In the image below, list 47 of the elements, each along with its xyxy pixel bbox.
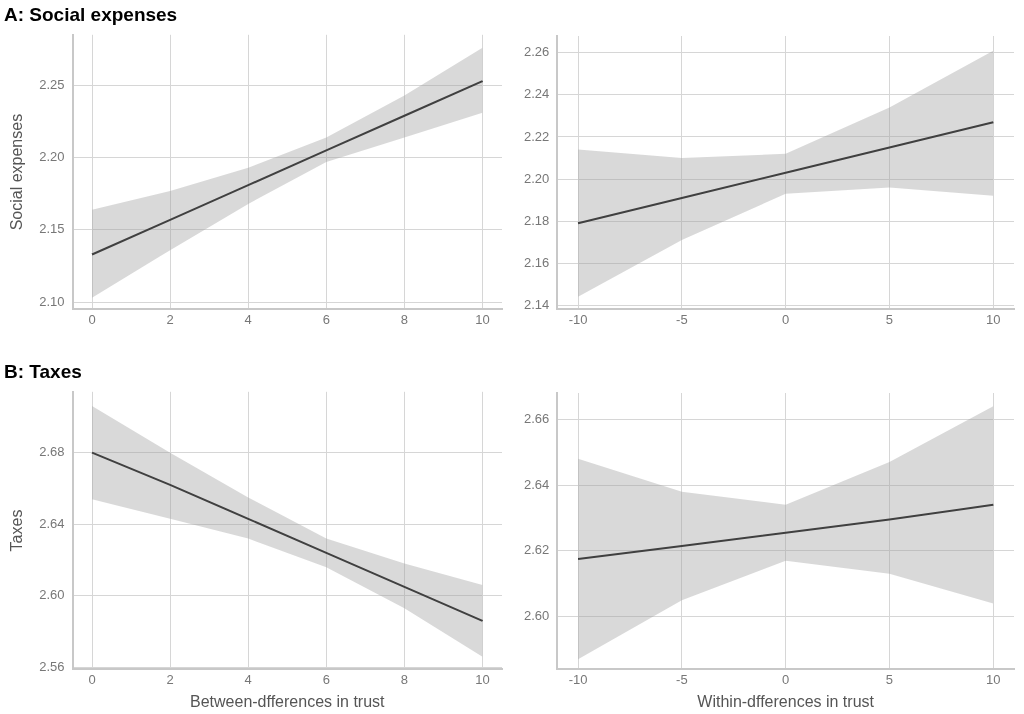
y-axis-title: Social expenses bbox=[8, 113, 26, 231]
x-tick-label: 10 bbox=[475, 671, 490, 687]
x-tick-label: 0 bbox=[782, 311, 790, 327]
y-tick-label: 2.10 bbox=[39, 293, 65, 309]
y-tick-label: 2.20 bbox=[39, 149, 65, 165]
y-tick-label: 2.64 bbox=[39, 515, 65, 531]
chart-title: B: Taxes bbox=[4, 360, 82, 382]
x-tick-label: 5 bbox=[885, 311, 894, 327]
x-tick-label: -10 bbox=[568, 311, 588, 327]
y-tick-label: 2.22 bbox=[523, 128, 550, 144]
x-tick-label: -10 bbox=[568, 671, 588, 687]
x-tick-label: -5 bbox=[676, 671, 688, 687]
x-tick-label: 4 bbox=[244, 311, 252, 327]
x-tick-label: 10 bbox=[986, 671, 1001, 687]
y-tick-label: 2.16 bbox=[523, 254, 550, 270]
x-tick-label: 0 bbox=[782, 671, 790, 687]
y-tick-label: 2.18 bbox=[523, 212, 550, 228]
x-tick-label: 8 bbox=[400, 671, 408, 687]
x-axis-title: Between-dfferences in trust bbox=[190, 692, 386, 710]
y-axis-title: Taxes bbox=[8, 509, 26, 552]
y-tick-label: 2.25 bbox=[39, 76, 65, 92]
y-tick-label: 2.20 bbox=[523, 170, 550, 186]
y-tick-label: 2.15 bbox=[39, 221, 65, 237]
y-tick-label: 2.26 bbox=[523, 44, 550, 60]
x-tick-label: 0 bbox=[88, 671, 96, 687]
x-tick-label: 6 bbox=[322, 671, 330, 687]
y-tick-label: 2.14 bbox=[523, 296, 550, 312]
x-tick-label: 2 bbox=[166, 671, 174, 687]
y-tick-label: 2.24 bbox=[523, 86, 550, 102]
y-tick-label: 2.60 bbox=[39, 587, 65, 603]
y-tick-label: 2.64 bbox=[523, 476, 550, 492]
x-tick-label: 0 bbox=[88, 311, 96, 327]
y-tick-label: 2.62 bbox=[523, 542, 550, 558]
x-tick-label: 4 bbox=[244, 671, 252, 687]
y-tick-label: 2.68 bbox=[39, 444, 65, 460]
x-tick-label: 10 bbox=[986, 311, 1001, 327]
y-tick-label: 2.60 bbox=[523, 608, 550, 624]
x-tick-label: -5 bbox=[676, 311, 688, 327]
x-tick-label: 10 bbox=[475, 311, 490, 327]
chart-title: A: Social expenses bbox=[4, 3, 178, 25]
x-axis-title: Within-dfferences in trust bbox=[697, 692, 875, 710]
x-tick-label: 2 bbox=[166, 311, 174, 327]
x-tick-label: 5 bbox=[885, 671, 894, 687]
x-tick-label: 8 bbox=[400, 311, 408, 327]
y-tick-label: 2.56 bbox=[39, 658, 65, 674]
x-tick-label: 6 bbox=[322, 311, 330, 327]
y-tick-label: 2.66 bbox=[523, 410, 550, 426]
